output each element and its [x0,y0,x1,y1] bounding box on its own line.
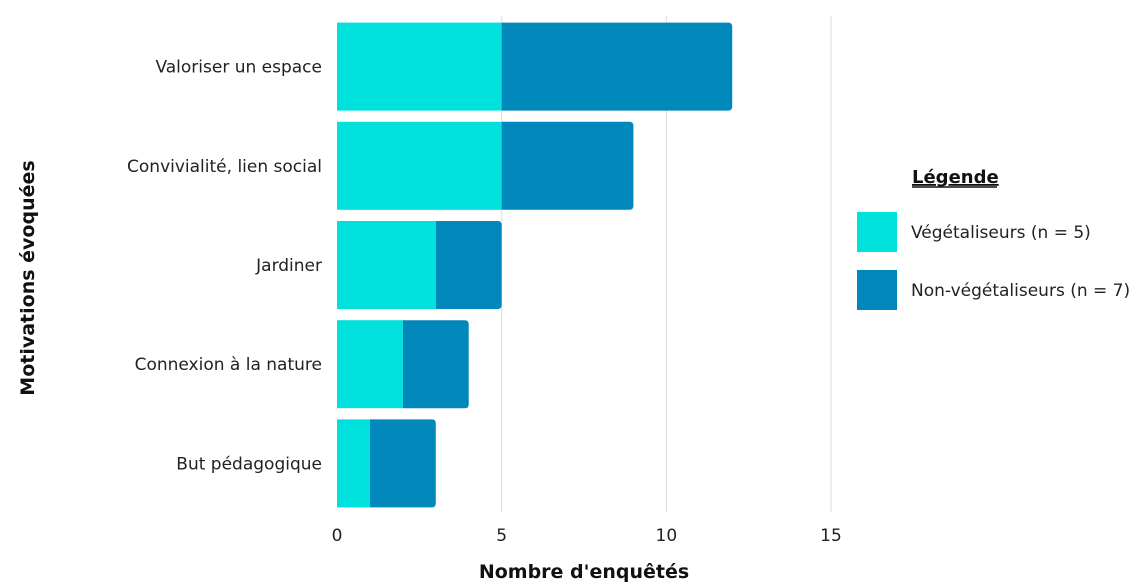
category-label: Convivialité, lien social [127,157,322,177]
category-label: But pédagogique [176,454,322,474]
bar-segment [337,121,502,210]
category-label: Valoriser un espace [155,58,322,78]
legend-label: Non-végétaliseurs (n = 7) [911,281,1130,301]
legend-swatch [857,270,897,310]
legend-title: Légende [912,167,999,188]
legend-label: Végétaliseurs (n = 5) [911,223,1091,243]
x-tick-labels: 0 5 10 15 [332,526,842,546]
bar-segment [337,221,436,309]
category-labels: Valoriser un espace Convivialité, lien so… [127,58,322,475]
x-tick-label: 10 [656,526,678,546]
bar-segment [501,22,733,111]
x-tick-label: 0 [332,526,343,546]
legend: Légende Végétaliseurs (n = 5) Non-végétal… [857,167,1130,310]
bar-segment [337,320,403,409]
bar-segment [435,221,502,309]
x-axis-title: Nombre d'enquêtés [479,561,689,582]
bar-segment [501,121,634,210]
y-axis-title: Motivations évoquées [17,160,39,395]
bar-segment [369,419,436,508]
legend-swatch [857,212,897,252]
bar-segment [337,419,370,508]
bar-segment [337,22,502,111]
x-tick-label: 5 [496,526,507,546]
bar-segment [402,320,469,409]
x-tick-label: 15 [820,526,842,546]
category-label: Jardiner [255,256,322,276]
bars [337,22,733,508]
category-label: Connexion à la nature [135,355,322,375]
